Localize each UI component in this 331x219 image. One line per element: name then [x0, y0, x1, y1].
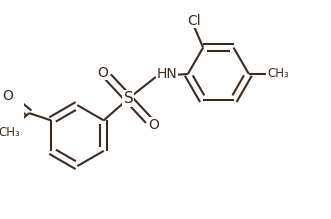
Text: Cl: Cl: [188, 14, 201, 28]
Text: S: S: [123, 91, 133, 106]
Text: O: O: [149, 118, 159, 132]
Text: O: O: [97, 65, 108, 79]
Text: O: O: [3, 89, 14, 103]
Text: HN: HN: [157, 67, 177, 81]
Text: CH₃: CH₃: [0, 126, 20, 139]
Text: CH₃: CH₃: [268, 67, 289, 80]
